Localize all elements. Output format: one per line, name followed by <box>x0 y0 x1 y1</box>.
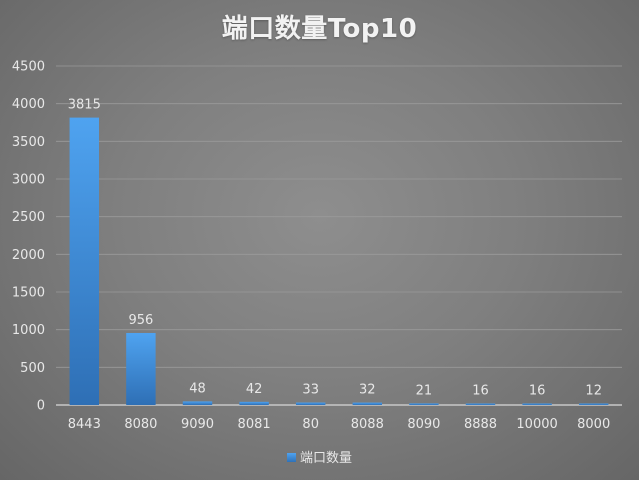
x-tick-label: 10000 <box>516 417 557 432</box>
legend-swatch <box>286 453 296 462</box>
bar <box>182 401 213 405</box>
y-tick-label: 2000 <box>12 248 45 263</box>
x-tick-label: 8081 <box>238 417 271 432</box>
data-label: 16 <box>529 384 546 399</box>
y-axis: 0 500 1000 1500 2000 2500 3000 3500 4000 4500 <box>12 60 45 414</box>
legend-label: 端口数量 <box>299 451 352 466</box>
legend: 端口数量 <box>0 447 639 466</box>
x-tick-label: 8090 <box>407 417 440 432</box>
data-label: 42 <box>246 382 263 397</box>
bars <box>69 117 609 405</box>
bar <box>409 403 439 405</box>
x-tick-label: 8443 <box>68 417 101 432</box>
y-tick-label: 4000 <box>12 97 45 112</box>
x-axis: 8443 8080 9090 8081 80 8088 8090 8888 10000 8000 <box>68 417 610 432</box>
data-labels: 3815 956 48 42 33 32 21 16 16 12 <box>68 98 602 399</box>
bar <box>295 402 326 405</box>
data-label: 3815 <box>68 98 101 113</box>
data-label: 956 <box>128 313 153 328</box>
bar <box>352 402 383 405</box>
bar <box>522 403 552 405</box>
data-label: 48 <box>189 381 206 396</box>
bar <box>69 117 100 405</box>
bar <box>578 403 609 405</box>
y-tick-label: 1000 <box>12 323 45 338</box>
data-label: 32 <box>359 383 376 398</box>
bar <box>239 401 269 405</box>
chart-title: 端口数量Top10 <box>221 14 418 44</box>
x-tick-label: 8000 <box>577 417 610 432</box>
y-tick-label: 4500 <box>12 60 45 75</box>
x-tick-label: 8888 <box>464 417 497 432</box>
y-tick-label: 3500 <box>12 135 45 150</box>
y-tick-label: 1500 <box>12 286 45 301</box>
data-label: 21 <box>416 383 433 398</box>
x-tick-label: 8080 <box>124 417 157 432</box>
x-tick-label: 9090 <box>181 417 214 432</box>
y-tick-label: 0 <box>37 399 45 414</box>
data-label: 16 <box>472 384 489 399</box>
bar <box>126 332 156 405</box>
x-tick-label: 8088 <box>351 417 384 432</box>
y-tick-label: 500 <box>20 361 45 376</box>
bar <box>465 403 496 405</box>
data-label: 33 <box>302 383 319 398</box>
y-tick-label: 2500 <box>12 210 45 225</box>
x-tick-label: 80 <box>302 417 319 432</box>
y-tick-label: 3000 <box>12 173 45 188</box>
data-label: 12 <box>585 384 602 399</box>
